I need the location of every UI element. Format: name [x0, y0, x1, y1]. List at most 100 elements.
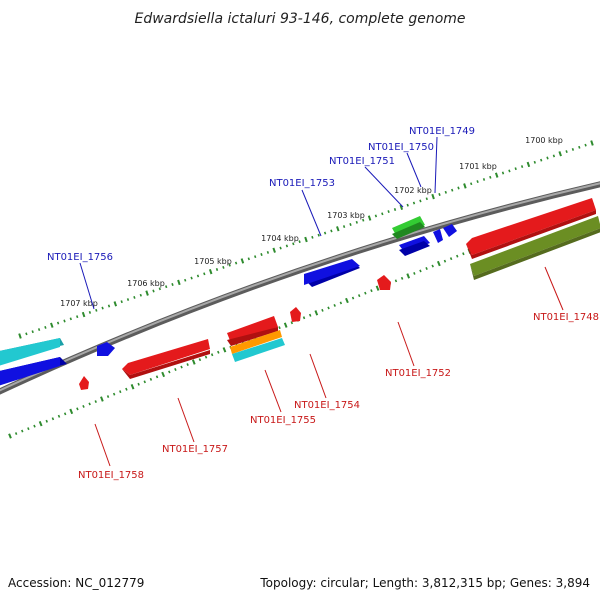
scale-tick [578, 145, 581, 149]
scale-tick [339, 301, 343, 305]
scale-tick [130, 384, 135, 390]
scale-tick [370, 289, 373, 293]
scale-tick [126, 298, 130, 301]
scale-tick [69, 317, 72, 321]
scale-tick [302, 316, 306, 320]
backbone [0, 181, 600, 395]
forward-feature-4[interactable] [304, 259, 360, 287]
scale-tick [145, 290, 149, 296]
scale-tick [508, 169, 511, 173]
reverse-feature-6[interactable] [290, 307, 301, 322]
scale-tick [413, 272, 416, 275]
kbp-marker: 1701 kbp [459, 162, 497, 171]
scale-tick [431, 264, 434, 268]
scale-tick [333, 303, 336, 307]
gene-label: NT01EI_1749 [409, 126, 475, 137]
scale-tick [196, 274, 200, 278]
scale-tick [133, 295, 136, 299]
scale-tick [8, 433, 12, 439]
scale-tick [494, 172, 499, 178]
scale-tick [311, 235, 314, 239]
forward-feature-3[interactable] [97, 342, 115, 356]
scale-tick [462, 252, 465, 256]
scale-tick [191, 359, 196, 365]
scale-tick [351, 296, 355, 300]
scale-tick [327, 306, 330, 310]
reverse-feature-3[interactable] [227, 316, 278, 346]
scale-tick [436, 260, 441, 267]
scale-tick [82, 404, 85, 408]
scale-tick [501, 171, 505, 175]
reverse-feature-5[interactable] [232, 338, 285, 362]
reverse-feature-9[interactable] [470, 216, 600, 280]
scale-tick [419, 199, 422, 203]
scale-tick [526, 161, 531, 168]
scale-tick [540, 158, 543, 162]
reverse-feature-2[interactable] [122, 339, 210, 379]
scale-tick [425, 266, 428, 271]
scale-tick [180, 365, 183, 369]
scale-tick [375, 285, 380, 291]
scale-tick [76, 315, 79, 319]
scale-tick [449, 257, 453, 261]
scale-tick [323, 231, 327, 235]
scale-tick [45, 419, 48, 423]
reverse-feature-1[interactable] [79, 376, 89, 390]
scale-tick [107, 304, 111, 308]
kbp-marker: 1705 kbp [194, 257, 232, 266]
scale-tick [186, 363, 189, 366]
scale-tick [143, 380, 146, 384]
scale-tick [362, 218, 365, 222]
leader-lines [79, 136, 564, 467]
scale-tick [165, 285, 168, 289]
scale-tick [520, 165, 524, 169]
scale-tick [444, 190, 447, 194]
reverse-feature-8[interactable] [466, 198, 596, 259]
scale-tick [95, 308, 98, 312]
scale-tick [254, 255, 257, 259]
scale-tick [14, 432, 18, 435]
forward-strand-features [0, 216, 457, 387]
forward-feature-8[interactable] [443, 224, 457, 237]
scale-tick [399, 204, 404, 211]
scale-tick [489, 175, 492, 179]
forward-feature-5[interactable] [392, 216, 425, 239]
forward-feature-7[interactable] [433, 229, 443, 243]
gene-label: NT01EI_1750 [368, 142, 434, 153]
scale-tick [158, 287, 161, 291]
scale-tick [222, 347, 227, 353]
gene-labels: NT01EI_1749 NT01EI_1750 NT01EI_1751 NT01… [47, 126, 599, 481]
scale-tick [463, 183, 467, 189]
scale-tick [406, 273, 411, 279]
leader-line [544, 266, 564, 311]
scale-tick [308, 313, 312, 317]
forward-feature-2[interactable] [0, 338, 64, 367]
scale-tick [364, 291, 367, 295]
top-tick-track [18, 140, 594, 339]
scale-tick [357, 294, 361, 298]
reverse-feature-7[interactable] [377, 275, 391, 290]
reverse-feature-4[interactable] [230, 330, 282, 354]
scale-tick [100, 396, 104, 402]
scale-tick [21, 429, 24, 433]
scale-tick [443, 259, 447, 263]
leader-line [177, 397, 195, 443]
scale-tick [27, 427, 30, 431]
scale-tick [63, 412, 67, 416]
scale-tick [349, 223, 352, 226]
kbp-marker: 1704 kbp [261, 234, 299, 243]
leader-line [397, 321, 415, 367]
forward-feature-6[interactable] [399, 236, 430, 256]
leader-line [309, 353, 327, 399]
accession-text: Accession: NC_012779 [8, 576, 144, 590]
scale-tick [476, 180, 479, 184]
scale-tick [203, 272, 206, 276]
scale-tick [51, 417, 55, 421]
scale-tick [204, 355, 208, 359]
scale-tick [412, 201, 416, 205]
kbp-marker: 1707 kbp [60, 299, 98, 308]
scale-tick [161, 371, 166, 378]
forward-feature-1[interactable] [0, 357, 67, 387]
